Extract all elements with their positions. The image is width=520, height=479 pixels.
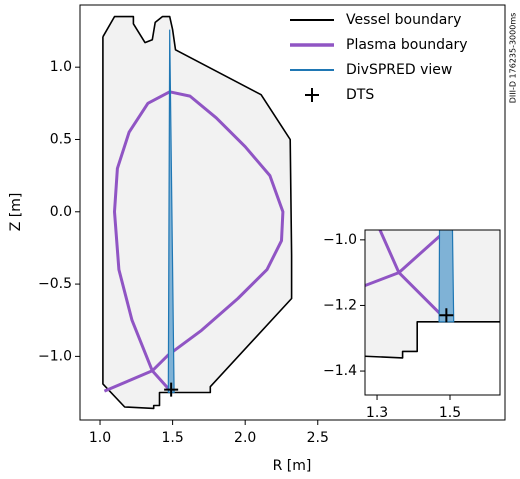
y-axis-label: Z [m]	[8, 193, 24, 232]
x-axis-label: R [m]	[273, 458, 312, 474]
x-tick-label: 1.0	[89, 430, 111, 446]
x-tick-label: 2.5	[307, 430, 329, 446]
axes-frame	[79, 4, 506, 421]
boundary-line	[103, 90, 285, 393]
legend-label: DTS	[346, 87, 374, 103]
region-outline	[102, 15, 293, 410]
y-tick-label: −0.5	[38, 276, 72, 292]
y-tick-label: −1.2	[323, 297, 357, 313]
plot-area	[102, 15, 293, 410]
x-tick-label: 1.5	[161, 430, 183, 446]
region-outline	[365, 230, 500, 359]
legend-label: Vessel boundary	[346, 12, 461, 28]
y-tick-label: −1.0	[38, 348, 72, 364]
x-tick-label: 1.3	[366, 405, 388, 421]
y-tick-label: 0.0	[50, 204, 72, 220]
dts-marker	[164, 382, 179, 397]
x-tick-label: 1.5	[439, 405, 461, 421]
y-tick-label: −1.0	[323, 232, 357, 248]
dts-marker	[439, 308, 454, 323]
y-tick-label: 0.5	[50, 131, 72, 147]
y-tick-label: 1.0	[50, 59, 72, 75]
axes-frame	[364, 229, 501, 396]
legend-label: DivSPRED view	[346, 62, 452, 78]
x-tick-label: 2.0	[234, 430, 256, 446]
annotation: DIII-D 176235-3000ms	[509, 13, 518, 104]
legend-label: Plasma boundary	[346, 37, 468, 53]
plot-area	[365, 230, 500, 359]
y-tick-label: −1.4	[323, 363, 357, 379]
legend-marker	[305, 88, 319, 102]
